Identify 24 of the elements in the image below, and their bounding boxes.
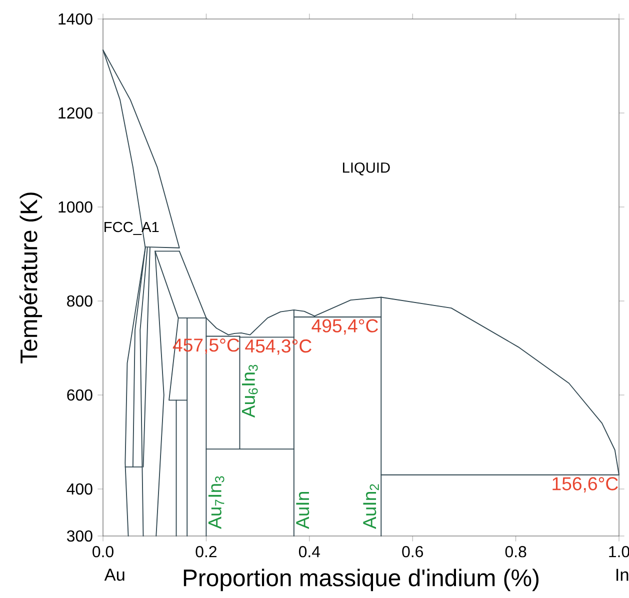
x-tick-label: 0.8 — [505, 546, 526, 558]
y-tick-label: 600 — [67, 389, 92, 401]
y-tick-label: 1400 — [58, 13, 92, 25]
x-tick-label: 0.2 — [196, 546, 216, 558]
annotation: LIQUID — [343, 162, 390, 176]
y-tick-label: 1200 — [58, 107, 92, 119]
x-tick-label: 0.6 — [402, 546, 423, 558]
x-tick-label: 0.4 — [298, 546, 320, 558]
annotation: AuIn — [296, 492, 310, 529]
x-axis-title: Proportion massique d'indium (%) — [184, 568, 538, 592]
y-tick-label: 300 — [66, 530, 92, 542]
annotation: 495,4°C — [312, 319, 378, 335]
text: Au — [104, 568, 124, 581]
annotation: 156,6°C — [552, 477, 618, 493]
y-axis-title: Température (K) — [19, 192, 42, 364]
y-tick-label: 400 — [66, 483, 92, 495]
y-tick-label: 800 — [67, 295, 92, 307]
x-tick-label: 0.0 — [92, 546, 114, 558]
x-tick-label: 1.0 — [609, 546, 629, 558]
annotation: Au$_{6}$In$_{3}$ — [242, 364, 258, 418]
annotation: AuIn$_{2}$ — [363, 484, 379, 529]
y-tick-label: 1000 — [58, 201, 92, 213]
text: In — [616, 568, 628, 581]
annotation: Au$_{7}$In$_{3}$ — [208, 476, 224, 529]
